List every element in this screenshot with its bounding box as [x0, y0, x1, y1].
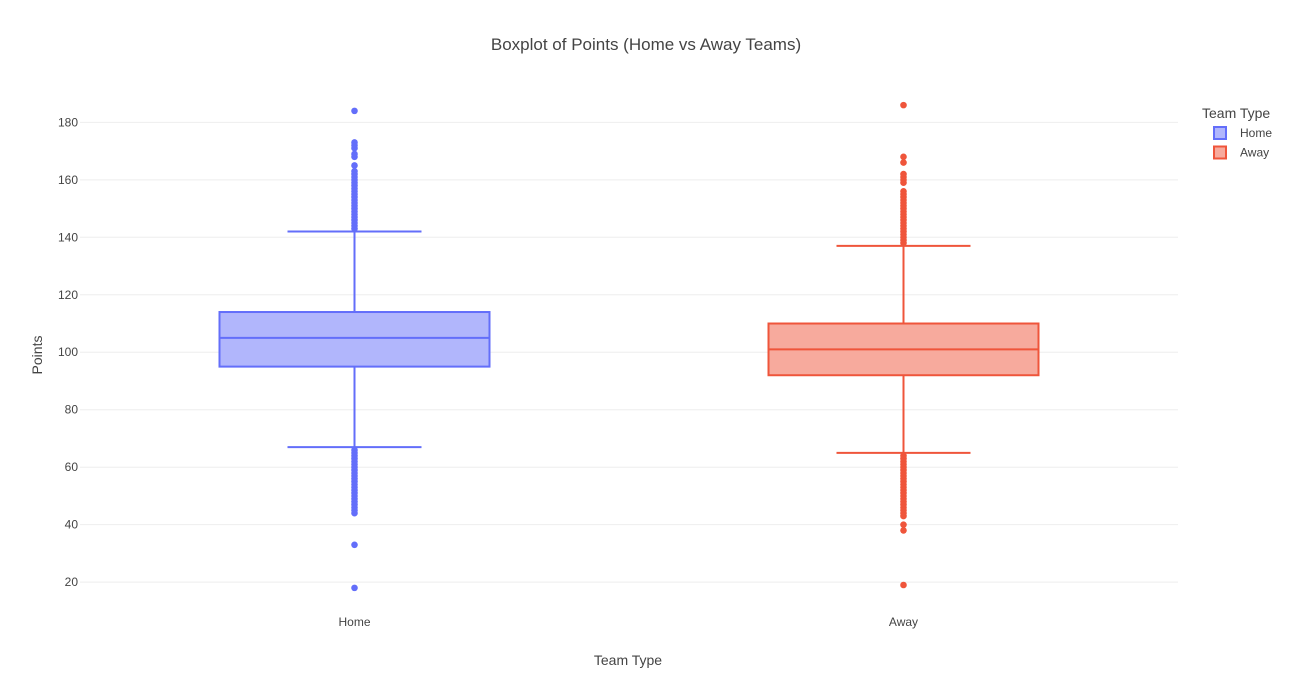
outlier-point: [351, 162, 358, 169]
legend-title: Team Type: [1202, 105, 1270, 121]
interquartile-box: [218, 311, 491, 368]
y-tick-label: 40: [65, 518, 79, 532]
outlier-point: [351, 225, 358, 232]
outlier-point: [900, 153, 907, 161]
x-tick-label: Home: [338, 615, 370, 629]
y-tick-label: 120: [58, 288, 78, 302]
y-tick-label: 100: [58, 345, 78, 359]
plot-area: [218, 101, 1040, 592]
outlier-point: [900, 512, 907, 520]
y-tick-label: 140: [58, 230, 78, 244]
x-axis-title: Team Type: [594, 652, 662, 668]
legend: Team Type Home Away: [1202, 105, 1272, 160]
outlier-point: [900, 239, 907, 247]
outlier-point: [900, 527, 907, 534]
outlier-point: [351, 541, 358, 549]
outlier-point: [900, 159, 907, 166]
outlier-point: [351, 509, 358, 517]
y-tick-label: 160: [58, 173, 78, 187]
y-axis-title: Points: [29, 336, 45, 375]
legend-label-home: Home: [1240, 126, 1272, 140]
box-away: [767, 101, 1040, 589]
outlier-point: [900, 101, 907, 109]
y-tick-label: 60: [65, 460, 79, 474]
legend-swatch-home: [1213, 126, 1227, 140]
box-home: [218, 107, 491, 592]
outlier-point: [900, 179, 907, 187]
x-tick-label: Away: [889, 615, 918, 629]
chart-title: Boxplot of Points (Home vs Away Teams): [491, 35, 801, 54]
outlier-point: [351, 584, 358, 592]
x-axis-ticks: Home Away: [338, 615, 918, 629]
outlier-point: [351, 107, 358, 115]
outlier-point: [900, 521, 907, 528]
outlier-point: [900, 581, 907, 589]
y-tick-label: 80: [65, 403, 79, 417]
outlier-point: [351, 153, 358, 161]
legend-swatch-away: [1213, 145, 1227, 160]
y-axis-ticks: 20 40 60 80 100 120 140 160 180: [58, 115, 78, 589]
y-tick-label: 180: [58, 115, 78, 129]
y-tick-label: 20: [65, 575, 79, 589]
legend-label-away: Away: [1240, 146, 1269, 160]
outlier-point: [351, 144, 358, 152]
